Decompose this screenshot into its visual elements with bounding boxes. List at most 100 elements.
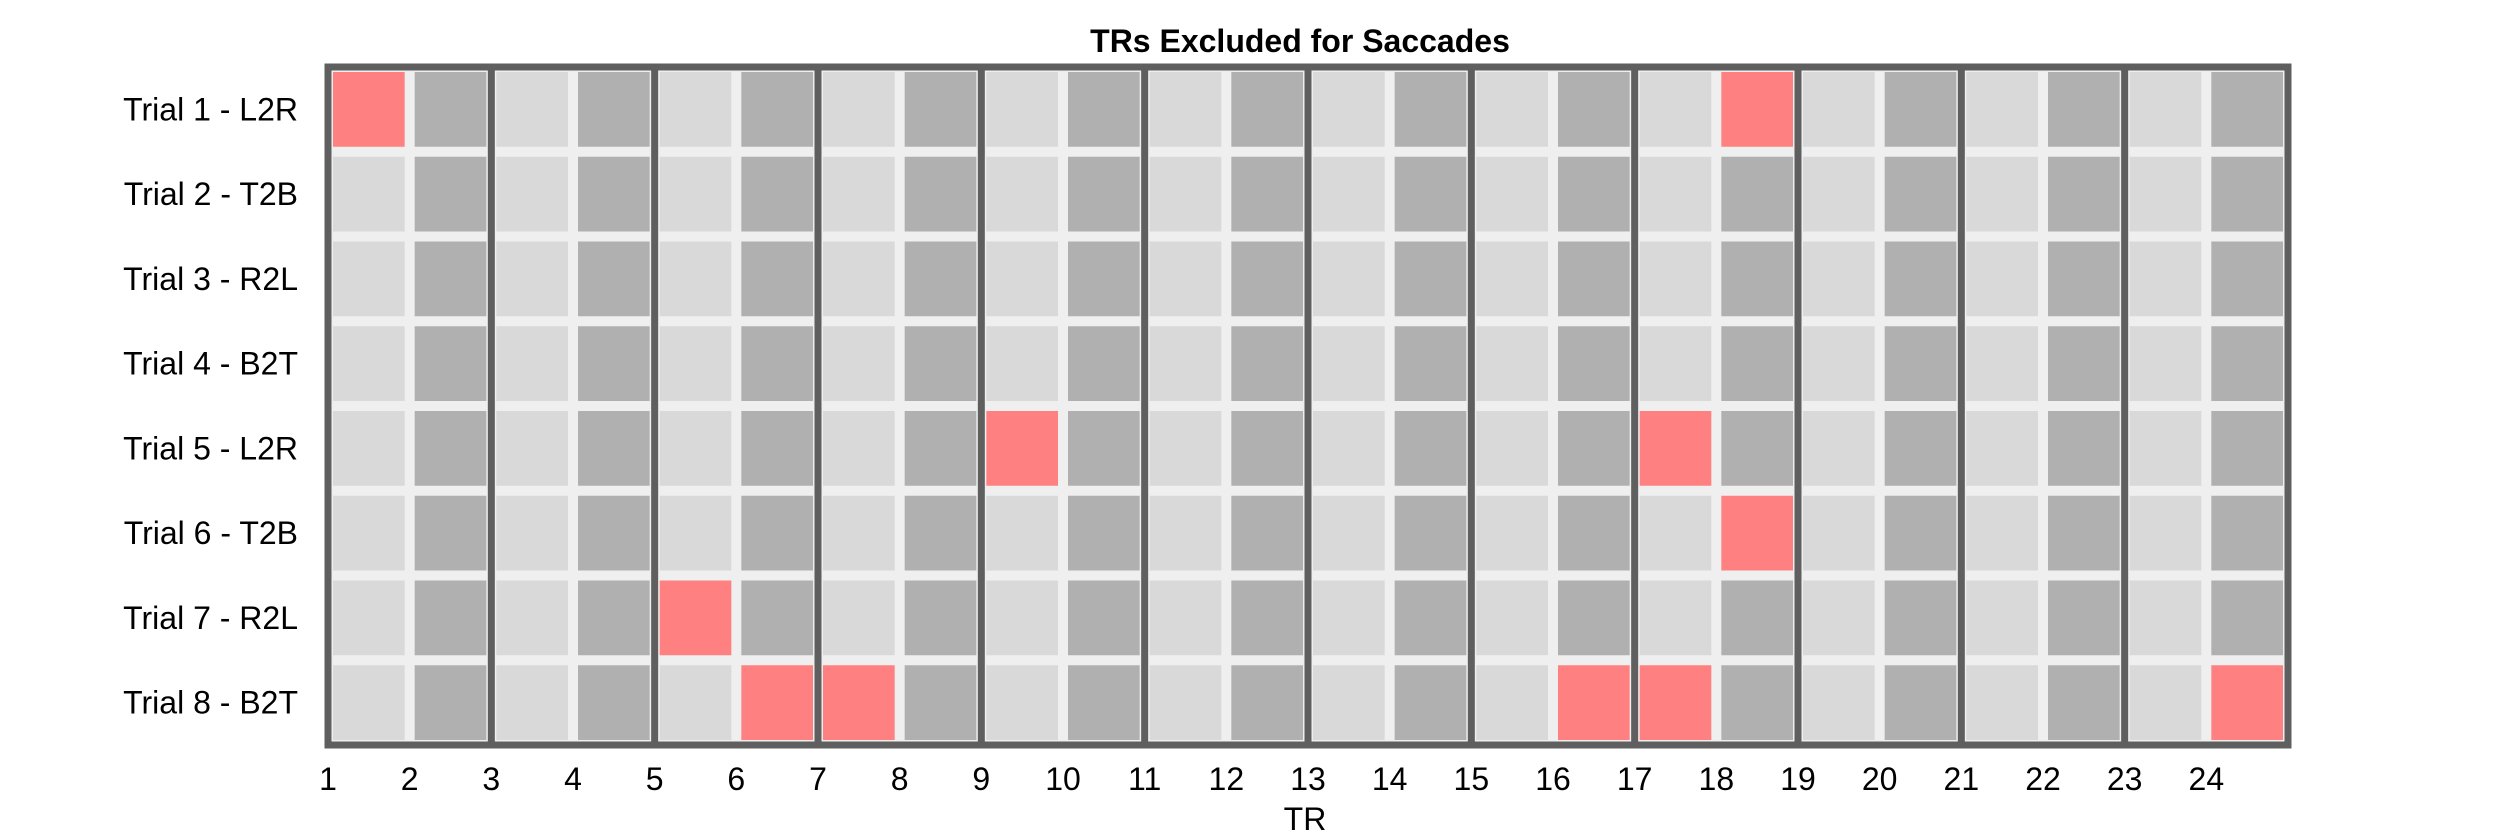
x-tick-label: 23	[2107, 761, 2143, 797]
heatmap-cell	[1966, 495, 2038, 571]
x-tick-label: 18	[1699, 761, 1735, 797]
heatmap-cell-excluded	[823, 665, 895, 740]
heatmap-cell	[1394, 495, 1467, 571]
heatmap-cell	[741, 495, 813, 571]
x-tick-label: 22	[2025, 761, 2061, 797]
heatmap-cell	[578, 326, 650, 401]
heatmap-cell	[414, 665, 487, 740]
heatmap-cell	[578, 411, 650, 486]
heatmap-cell-excluded	[741, 665, 813, 740]
heatmap-cell	[904, 241, 977, 317]
heatmap-cell	[1884, 241, 1957, 317]
heatmap-cell	[1313, 495, 1385, 571]
heatmap-cell	[659, 495, 732, 571]
heatmap-cell	[1803, 411, 1875, 486]
heatmap-cell	[1149, 156, 1222, 232]
heatmap-cell	[823, 241, 895, 317]
heatmap-cell	[1068, 241, 1140, 317]
heatmap-cell	[333, 411, 405, 486]
heatmap-cell	[1966, 665, 2038, 740]
heatmap-cell	[1394, 665, 1467, 740]
heatmap-cell	[1639, 72, 1712, 147]
heatmap-cell	[2129, 326, 2202, 401]
heatmap-cell	[1068, 580, 1140, 656]
heatmap-cell	[1884, 580, 1957, 656]
heatmap-cell	[496, 72, 568, 147]
heatmap-cell	[741, 411, 813, 486]
heatmap-cell	[1068, 411, 1140, 486]
heatmap-cell	[1476, 156, 1548, 232]
boundary-lines-layer	[324, 63, 2292, 749]
heatmap-cell	[1231, 72, 1303, 147]
heatmap-cell	[1803, 241, 1875, 317]
heatmap-cell	[1966, 580, 2038, 656]
heatmap-cell	[414, 495, 487, 571]
row-label: Trial 7 - R2L	[123, 600, 298, 636]
x-tick-label: 1	[319, 761, 337, 797]
heatmap-cell	[1884, 156, 1957, 232]
heatmap-cell	[1721, 580, 1793, 656]
heatmap-cell	[986, 326, 1058, 401]
heatmap-cell	[904, 580, 977, 656]
heatmap-cell	[659, 326, 732, 401]
heatmap-cell	[986, 72, 1058, 147]
x-tick-label: 13	[1290, 761, 1326, 797]
heatmap-cell	[1476, 72, 1548, 147]
heatmap-cell	[578, 495, 650, 571]
heatmap-cell	[2129, 495, 2202, 571]
heatmap-cell	[1068, 665, 1140, 740]
heatmap-cell	[1394, 156, 1467, 232]
heatmap-cell	[1558, 495, 1630, 571]
heatmap-cell	[1394, 411, 1467, 486]
heatmap-cell	[823, 411, 895, 486]
heatmap-cell	[1966, 156, 2038, 232]
heatmap-cell	[823, 495, 895, 571]
heatmap-cell	[823, 580, 895, 656]
heatmap-cell	[2211, 326, 2283, 401]
heatmap-cell-excluded	[1721, 495, 1793, 571]
heatmap-cell-excluded	[986, 411, 1058, 486]
heatmap-cell	[1313, 241, 1385, 317]
heatmap-cell	[1231, 326, 1303, 401]
x-tick-label: 19	[1780, 761, 1816, 797]
heatmap-cell	[333, 241, 405, 317]
heatmap-cell	[1231, 580, 1303, 656]
heatmap-cell	[1313, 326, 1385, 401]
heatmap-cell	[1558, 411, 1630, 486]
x-tick-label: 16	[1535, 761, 1571, 797]
heatmap-cell	[1966, 326, 2038, 401]
heatmap-cell	[2129, 665, 2202, 740]
heatmap-cell	[496, 411, 568, 486]
heatmap-cell	[1476, 580, 1548, 656]
heatmap-cell	[578, 665, 650, 740]
x-axis-label: TR	[1284, 801, 1327, 833]
heatmap-cell	[659, 665, 732, 740]
heatmap-cell	[2129, 72, 2202, 147]
heatmap-cell	[2211, 72, 2283, 147]
heatmap-cell	[333, 665, 405, 740]
heatmap-cell	[741, 580, 813, 656]
heatmap-cell	[333, 156, 405, 232]
heatmap-cell	[496, 495, 568, 571]
heatmap-cell	[1231, 665, 1303, 740]
x-tick-label: 24	[2189, 761, 2225, 797]
heatmap-cell	[1231, 411, 1303, 486]
heatmap-cell	[414, 580, 487, 656]
heatmap-cell	[1149, 665, 1222, 740]
heatmap-cell	[1476, 665, 1548, 740]
heatmap-cell-excluded	[1639, 665, 1712, 740]
heatmap-cell	[1476, 326, 1548, 401]
heatmap-cell	[496, 665, 568, 740]
heatmap-cell	[1803, 156, 1875, 232]
heatmap-cell-excluded	[1558, 665, 1630, 740]
heatmap-cell	[904, 72, 977, 147]
heatmap-cell	[1639, 326, 1712, 401]
heatmap-cell	[2211, 580, 2283, 656]
heatmap-cell	[1313, 580, 1385, 656]
heatmap-cell	[1068, 72, 1140, 147]
x-tick-label: 12	[1209, 761, 1245, 797]
heatmap-cell	[1884, 665, 1957, 740]
heatmap-cell	[1313, 665, 1385, 740]
heatmap-cell	[414, 326, 487, 401]
heatmap-cell	[2129, 411, 2202, 486]
